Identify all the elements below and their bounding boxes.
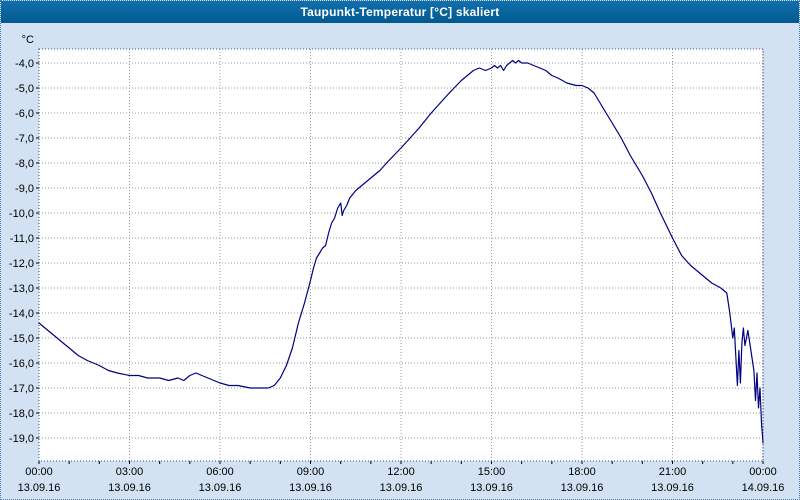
chart-title-bar: Taupunkt-Temperatur [°C] skaliert [1,1,799,23]
x-tick-time-label: 00:00 [25,466,53,478]
y-tick-label: -8,0 [15,158,34,170]
temperature-line [38,59,764,444]
x-tick-date-label: 13.09.16 [199,482,242,494]
x-tick-date-label: 13.09.16 [651,482,694,494]
y-tick-label: -10,0 [9,208,34,220]
x-tick-date-label: 13.09.16 [18,482,61,494]
y-tick-label: -14,0 [9,308,34,320]
y-tick-label: -6,0 [15,108,34,120]
x-tick-time-label: 21:00 [659,466,687,478]
x-tick-time-label: 18:00 [568,466,596,478]
x-tick-date-label: 13.09.16 [561,482,604,494]
y-tick-label: -12,0 [9,258,34,270]
y-tick-label: -17,0 [9,383,34,395]
y-tick-label: -18,0 [9,408,34,420]
y-tick-label: -13,0 [9,283,34,295]
x-tick-time-label: 06:00 [206,466,234,478]
y-tick-label: -9,0 [15,183,34,195]
x-tick-date-label: 13.09.16 [108,482,151,494]
x-tick-date-label: 13.09.16 [380,482,423,494]
y-tick-label: -5,0 [15,83,34,95]
y-axis-unit-label: °C [22,34,34,46]
y-tick-label: -7,0 [15,133,34,145]
plot-border [38,48,764,462]
temperature-line-chart: -4,0 -5,0 -6,0 -7,0 -8,0 -9,0 -10,0 -11,0 -12,0 -… [9,34,785,494]
y-tick-label: -11,0 [10,233,34,245]
x-tick-date-label: 13.09.16 [289,482,332,494]
plot-background [39,49,763,461]
x-tick-date-label: 14.09.16 [742,482,785,494]
x-tick-date-label: 13.09.16 [470,482,513,494]
y-tick-label: -19,0 [9,433,34,445]
x-tick-time-label: 00:00 [749,466,777,478]
x-tick-time-label: 15:00 [478,466,506,478]
x-tick-time-label: 03:00 [116,466,144,478]
y-tick-label: -16,0 [9,358,34,370]
y-tick-label: -15,0 [9,333,34,345]
chart-area: -4,0 -5,0 -6,0 -7,0 -8,0 -9,0 -10,0 -11,0 -12,0 -… [1,23,799,499]
x-tick-time-label: 12:00 [387,466,415,478]
x-tick-time-label: 09:00 [297,466,325,478]
y-tick-label: -4,0 [15,58,34,70]
